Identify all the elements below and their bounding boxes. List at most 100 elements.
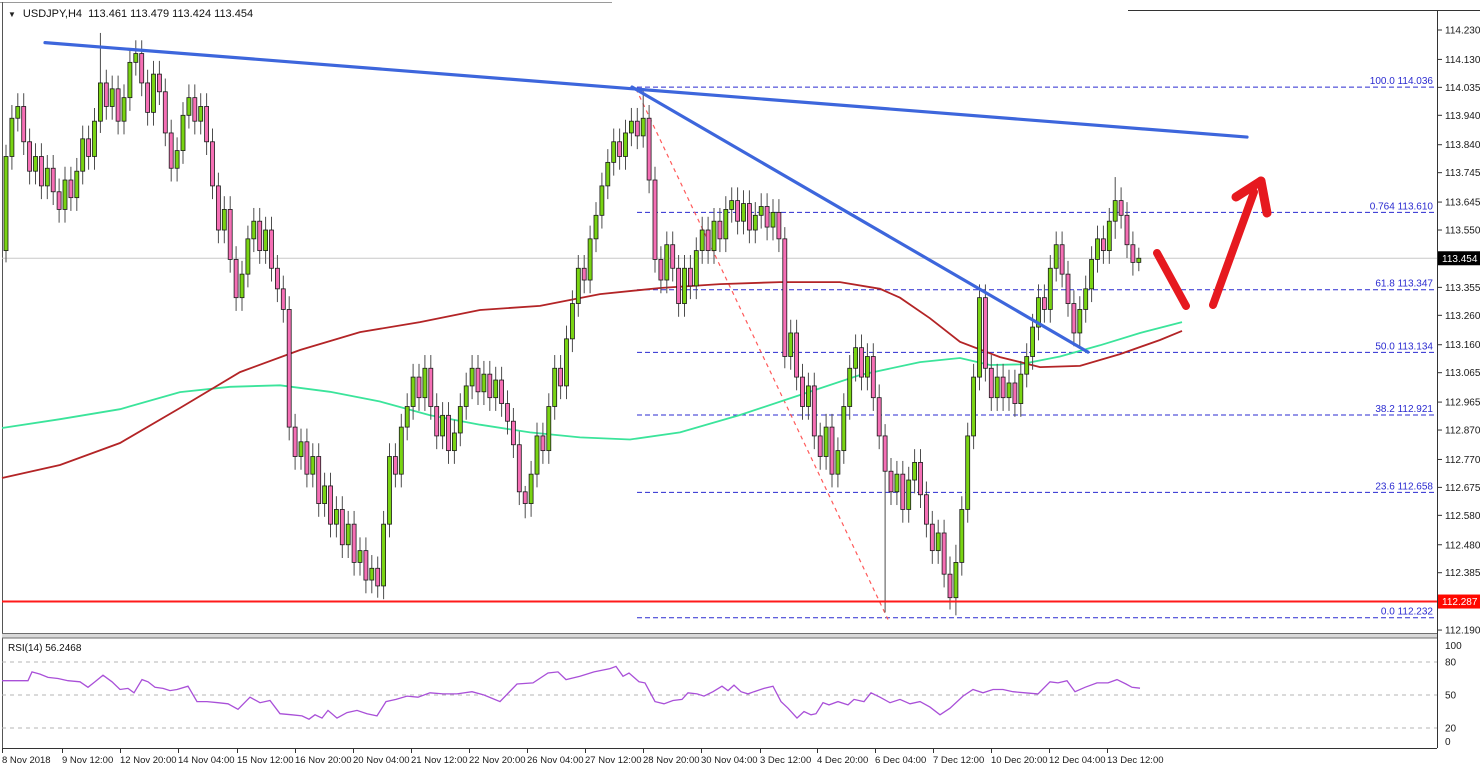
upper-descending-trendline[interactable] bbox=[43, 41, 1249, 139]
candle-body bbox=[139, 53, 145, 84]
candle-body bbox=[705, 229, 711, 252]
candle-body bbox=[575, 267, 581, 304]
candle-body bbox=[794, 332, 799, 378]
candle-body bbox=[882, 435, 888, 472]
rsi-axis-label: 20 bbox=[1445, 724, 1457, 735]
candle-body bbox=[404, 406, 410, 428]
svg-text:6 Dec 04:00: 6 Dec 04:00 bbox=[875, 755, 926, 766]
candle-body bbox=[1083, 288, 1089, 310]
steep-descending-trendline[interactable] bbox=[630, 85, 1090, 354]
candle-body bbox=[198, 106, 204, 122]
candle-body bbox=[935, 532, 941, 552]
rsi-line bbox=[2, 665, 1141, 720]
svg-text:114.230: 114.230 bbox=[1445, 26, 1480, 37]
candle-body bbox=[552, 367, 558, 407]
candle-body bbox=[115, 88, 121, 122]
candle-body bbox=[369, 567, 375, 581]
rsi-axis-label: 100 bbox=[1445, 641, 1462, 652]
support-price-label: 112.287 bbox=[1438, 594, 1480, 609]
candle-body bbox=[599, 185, 605, 216]
candle-body bbox=[870, 356, 876, 399]
candle-body bbox=[865, 356, 870, 378]
candle-body bbox=[269, 229, 274, 269]
candle-body bbox=[86, 138, 91, 157]
candle-body bbox=[983, 297, 988, 369]
candle-body bbox=[776, 211, 782, 240]
candle-body bbox=[387, 456, 392, 525]
falling-dashed-trendline[interactable] bbox=[635, 88, 889, 620]
svg-text:20 Nov 04:00: 20 Nov 04:00 bbox=[353, 755, 410, 766]
candle-body bbox=[806, 385, 811, 407]
chart-title: USDJPY,H4 113.461 113.479 113.424 113.45… bbox=[22, 8, 254, 20]
svg-text:12 Dec 04:00: 12 Dec 04:00 bbox=[1049, 755, 1106, 766]
candle-body bbox=[959, 509, 965, 563]
svg-text:28 Nov 20:00: 28 Nov 20:00 bbox=[643, 755, 700, 766]
candle-body bbox=[162, 91, 168, 134]
candle-body bbox=[322, 485, 328, 504]
candle-body bbox=[304, 441, 310, 475]
candle-body bbox=[239, 273, 245, 299]
candle-body bbox=[516, 444, 522, 493]
candle-body bbox=[847, 367, 853, 407]
candle-body bbox=[363, 550, 369, 581]
candle-body bbox=[646, 117, 652, 181]
candle-body bbox=[316, 456, 322, 504]
fibonacci-retracement[interactable]: 100.0 114.036 0.764 113.610 61.8 113.347 50… bbox=[637, 76, 1437, 619]
fib-level-label: 23.6 112.658 bbox=[1375, 481, 1433, 492]
svg-text:114.035: 114.035 bbox=[1445, 83, 1480, 94]
candle-body bbox=[971, 376, 976, 437]
svg-text:112.190: 112.190 bbox=[1445, 626, 1480, 637]
candle-body bbox=[817, 435, 823, 457]
svg-text:113.260: 113.260 bbox=[1445, 311, 1480, 322]
candle-body bbox=[947, 573, 953, 599]
svg-text:112.580: 112.580 bbox=[1445, 511, 1480, 522]
candle-body bbox=[156, 73, 162, 93]
svg-text:113.160: 113.160 bbox=[1445, 340, 1480, 351]
candle-body bbox=[416, 376, 422, 399]
candle-body bbox=[481, 373, 487, 393]
bullish-arrow-annotation[interactable] bbox=[1153, 176, 1272, 310]
candle-body bbox=[186, 97, 192, 116]
svg-text:113.355: 113.355 bbox=[1445, 283, 1480, 294]
candle-body bbox=[505, 403, 510, 422]
window-frame bbox=[0, 2, 1480, 749]
candle-body bbox=[62, 179, 68, 210]
candle-body bbox=[1089, 259, 1094, 290]
candle-body bbox=[345, 523, 351, 546]
candle-body bbox=[558, 367, 563, 387]
candles-layer bbox=[3, 32, 1142, 616]
svg-text:15 Nov 12:00: 15 Nov 12:00 bbox=[237, 755, 294, 766]
candle-body bbox=[475, 367, 481, 393]
candle-body bbox=[912, 461, 917, 481]
candle-body bbox=[741, 203, 746, 222]
candle-body bbox=[27, 141, 33, 172]
svg-text:113.645: 113.645 bbox=[1445, 198, 1480, 209]
chevron-down-icon[interactable]: ▼ bbox=[8, 9, 16, 19]
candle-body bbox=[953, 562, 959, 599]
fib-level-label: 100.0 114.036 bbox=[1370, 76, 1434, 87]
candle-body bbox=[1065, 273, 1071, 304]
candle-body bbox=[1112, 200, 1118, 222]
candle-body bbox=[392, 456, 398, 475]
candle-body bbox=[876, 397, 882, 437]
candle-body bbox=[1136, 257, 1142, 263]
candle-body bbox=[109, 88, 115, 107]
svg-text:112.870: 112.870 bbox=[1445, 426, 1480, 437]
candle-body bbox=[711, 220, 717, 252]
candle-body bbox=[298, 441, 304, 457]
candle-body bbox=[251, 220, 257, 240]
candle-body bbox=[15, 106, 21, 119]
svg-text:7 Dec 12:00: 7 Dec 12:00 bbox=[933, 755, 984, 766]
svg-text:26 Nov 04:00: 26 Nov 04:00 bbox=[527, 755, 584, 766]
candle-body bbox=[446, 414, 451, 452]
candle-body bbox=[1118, 200, 1124, 216]
svg-text:112.965: 112.965 bbox=[1445, 398, 1480, 409]
candle-body bbox=[1047, 267, 1053, 310]
candle-body bbox=[74, 170, 80, 199]
candle-body bbox=[835, 450, 841, 475]
candle-body bbox=[227, 209, 233, 260]
svg-text:112.385: 112.385 bbox=[1445, 568, 1480, 579]
candle-body bbox=[888, 470, 894, 493]
